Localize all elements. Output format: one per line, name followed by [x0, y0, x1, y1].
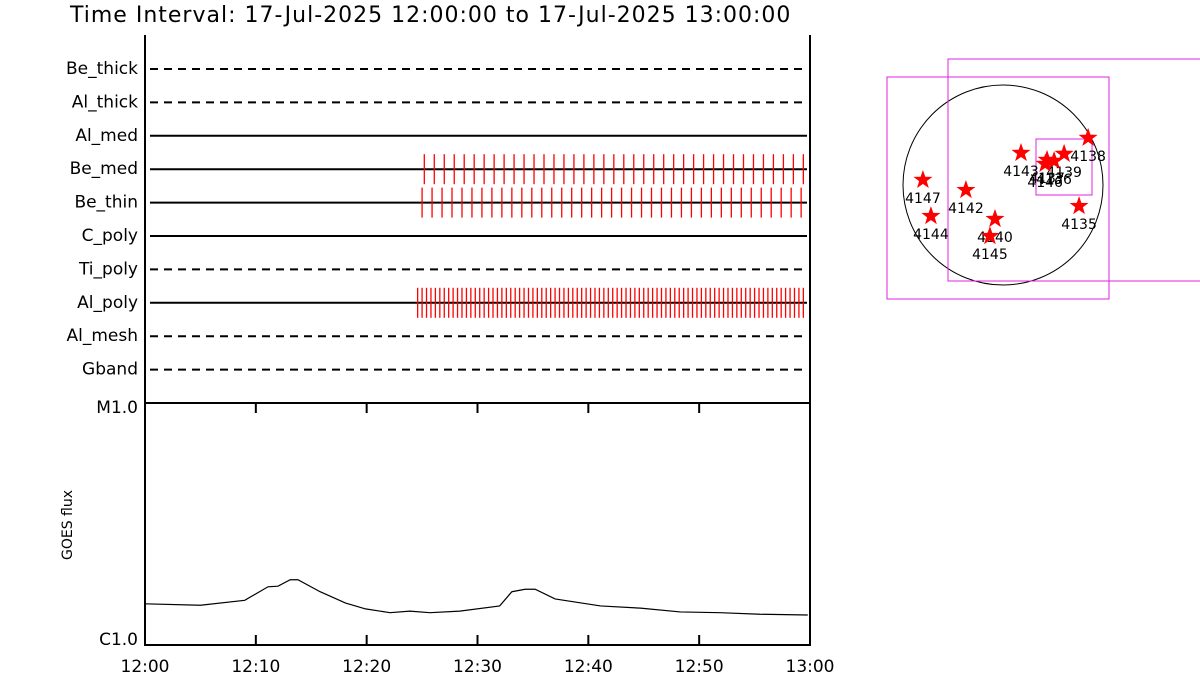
region-label: 4144 — [913, 227, 949, 243]
x-tick-label: 12:20 — [342, 657, 391, 677]
region-label: 4140 — [977, 230, 1013, 246]
row-label: Al_poly — [77, 293, 138, 313]
row-label: Be_med — [70, 159, 138, 179]
region-star — [985, 209, 1005, 228]
y-axis-label: GOES flux — [60, 490, 76, 560]
region-star — [1078, 127, 1098, 146]
region-star — [1054, 143, 1074, 163]
region-star — [956, 180, 976, 199]
region-label: 4145 — [972, 247, 1008, 263]
x-tick-label: 12:40 — [564, 657, 613, 677]
row-label: Be_thick — [66, 59, 138, 79]
row-label: Al_mesh — [66, 326, 138, 346]
region-star — [921, 206, 941, 225]
fov-box — [947, 58, 1200, 282]
row-label: Be_thin — [74, 193, 138, 213]
region-label: 4138 — [1070, 149, 1106, 165]
region-star — [1035, 153, 1055, 173]
chart-title: Time Interval: 17-Jul-2025 12:00:00 to 1… — [69, 3, 791, 28]
fov-box — [886, 76, 1110, 300]
region-label: 4137 — [1029, 171, 1065, 187]
region-label: 4147 — [905, 191, 941, 207]
region-star — [1011, 142, 1031, 162]
region-label: 4135 — [1061, 217, 1097, 233]
region-label: 4136 — [1036, 172, 1072, 188]
fov-box — [1035, 138, 1093, 196]
region-star — [980, 226, 1000, 245]
x-tick-label: 13:00 — [786, 657, 835, 677]
region-label: 4139 — [1046, 165, 1082, 181]
region-star — [1069, 196, 1089, 215]
row-label: Al_thick — [72, 92, 138, 112]
x-tick-label: 12:50 — [675, 657, 724, 677]
row-label: Ti_poly — [78, 259, 138, 279]
region-label: 4143 — [1003, 164, 1039, 180]
solar-disk — [902, 84, 1104, 286]
x-tick-label: 12:30 — [453, 657, 502, 677]
y-tick-label: C1.0 — [99, 630, 138, 650]
row-label: C_poly — [82, 226, 138, 246]
row-label: Gband — [82, 360, 138, 380]
goes-curve — [144, 579, 808, 616]
region-star — [913, 169, 933, 189]
region-label: 4146 — [1027, 175, 1063, 191]
x-tick-label: 12:00 — [121, 657, 170, 677]
region-star — [1044, 150, 1064, 170]
region-label: 4142 — [948, 201, 984, 217]
y-tick-label: M1.0 — [96, 398, 138, 418]
row-label: Al_med — [75, 126, 138, 146]
x-tick-label: 12:10 — [231, 657, 280, 677]
